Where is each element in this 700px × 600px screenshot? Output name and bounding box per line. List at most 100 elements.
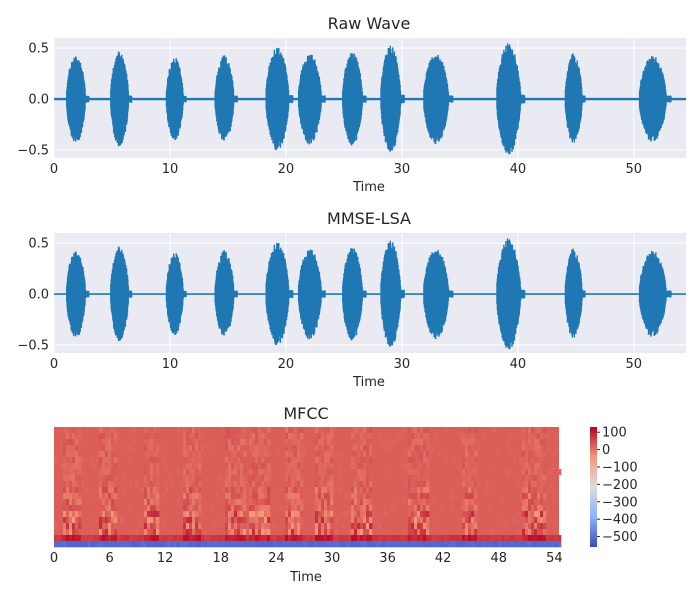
mfcc-cell [324, 439, 328, 446]
mfcc-cell [468, 505, 472, 512]
mfcc-cell [198, 451, 202, 458]
mfcc-cell [297, 457, 301, 464]
mfcc-cell [189, 469, 193, 476]
mfcc-cell [234, 475, 238, 482]
mfcc-cell [459, 463, 463, 470]
mfcc-cell [336, 535, 340, 542]
mfcc-cell [426, 541, 430, 548]
mfcc-cell [252, 541, 256, 548]
mfcc-cell [192, 457, 196, 464]
mfcc-cell [207, 445, 211, 452]
mfcc-cell [228, 505, 232, 512]
mfcc-cell [144, 433, 148, 440]
mfcc-cell [315, 481, 319, 488]
mfcc-cell [291, 439, 295, 446]
mfcc-cell [495, 451, 499, 458]
mfcc-cell [258, 523, 262, 530]
mfcc-cell [393, 541, 397, 548]
mfcc-cell [288, 487, 292, 494]
mfcc-cell [462, 445, 466, 452]
mfcc-cell [525, 511, 529, 518]
mfcc-cell [402, 427, 406, 434]
mfcc-cell [516, 541, 520, 548]
mfcc-cell [75, 535, 79, 542]
mfcc-cell [396, 541, 400, 548]
mfcc-cell [318, 487, 322, 494]
mfcc-cell [492, 427, 496, 434]
mfcc-cell [435, 535, 439, 542]
mfcc-cell [537, 511, 541, 518]
mfcc-cell [198, 499, 202, 506]
mfcc-cell [300, 517, 304, 524]
mfcc-cell [267, 517, 271, 524]
mfcc-cell [372, 511, 376, 518]
mfcc-cell [201, 541, 205, 548]
mfcc-cell [105, 511, 109, 518]
mfcc-cell [465, 445, 469, 452]
wave-burst [214, 250, 238, 336]
mfcc-cell [195, 511, 199, 518]
mfcc-cell [261, 523, 265, 530]
mfcc-cell [258, 463, 262, 470]
mfcc-cell [360, 427, 364, 434]
mfcc-cell [93, 493, 97, 500]
mfcc-cell [426, 505, 430, 512]
mfcc-cell [177, 469, 181, 476]
mfcc-cell [240, 499, 244, 506]
mfcc-cell [282, 433, 286, 440]
mfcc-cell [180, 487, 184, 494]
mfcc-cell [381, 541, 385, 548]
mfcc-cell [207, 541, 211, 548]
mfcc-cell [192, 493, 196, 500]
mfcc-cell [534, 487, 538, 494]
mfcc-cell [228, 463, 232, 470]
mfcc-cell [129, 541, 133, 548]
mfcc-cell [426, 427, 430, 434]
mfcc-cell [183, 493, 187, 500]
mfcc-cell [198, 475, 202, 482]
mfcc-cell [525, 475, 529, 482]
mfcc-cell [255, 511, 259, 518]
mfcc-cell [180, 535, 184, 542]
mfcc-cell [411, 475, 415, 482]
mfcc-cell [357, 451, 361, 458]
mfcc-cell [552, 463, 556, 470]
mfcc-cell [219, 541, 223, 548]
mfcc-cell [351, 499, 355, 506]
mfcc-cell [366, 433, 370, 440]
mfcc-cell [153, 487, 157, 494]
mfcc-cell [231, 517, 235, 524]
mfcc-cell [366, 427, 370, 434]
mfcc-cell [474, 487, 478, 494]
mfcc-cell [531, 493, 535, 500]
mfcc-cell [261, 475, 265, 482]
mfcc-cell [315, 493, 319, 500]
mfcc-cell [333, 511, 337, 518]
mfcc-cell [531, 499, 535, 506]
mfcc-cell [234, 523, 238, 530]
mfcc-cell [147, 511, 151, 518]
mfcc-cell [240, 511, 244, 518]
mfcc-cell [198, 457, 202, 464]
mfcc-cell [525, 427, 529, 434]
mfcc-cell [69, 427, 73, 434]
raw-wave-x-label: Time [352, 180, 385, 195]
mfcc-cell [321, 541, 325, 548]
mfcc-cell [540, 493, 544, 500]
mfcc-cell [237, 475, 241, 482]
mfcc-cell [330, 529, 334, 536]
mfcc-cell [144, 469, 148, 476]
mfcc-cell [525, 517, 529, 524]
mfcc-cell [366, 493, 370, 500]
mfcc-cell [402, 541, 406, 548]
mfcc-cell [102, 433, 106, 440]
mfcc-cell [318, 457, 322, 464]
mfcc-cell [114, 535, 118, 542]
mfcc-cell [234, 457, 238, 464]
mfcc-cell [540, 505, 544, 512]
mfcc-cell [99, 541, 103, 548]
mfcc-cell [102, 505, 106, 512]
mfcc-cell [195, 499, 199, 506]
mfcc-cell [315, 541, 319, 548]
